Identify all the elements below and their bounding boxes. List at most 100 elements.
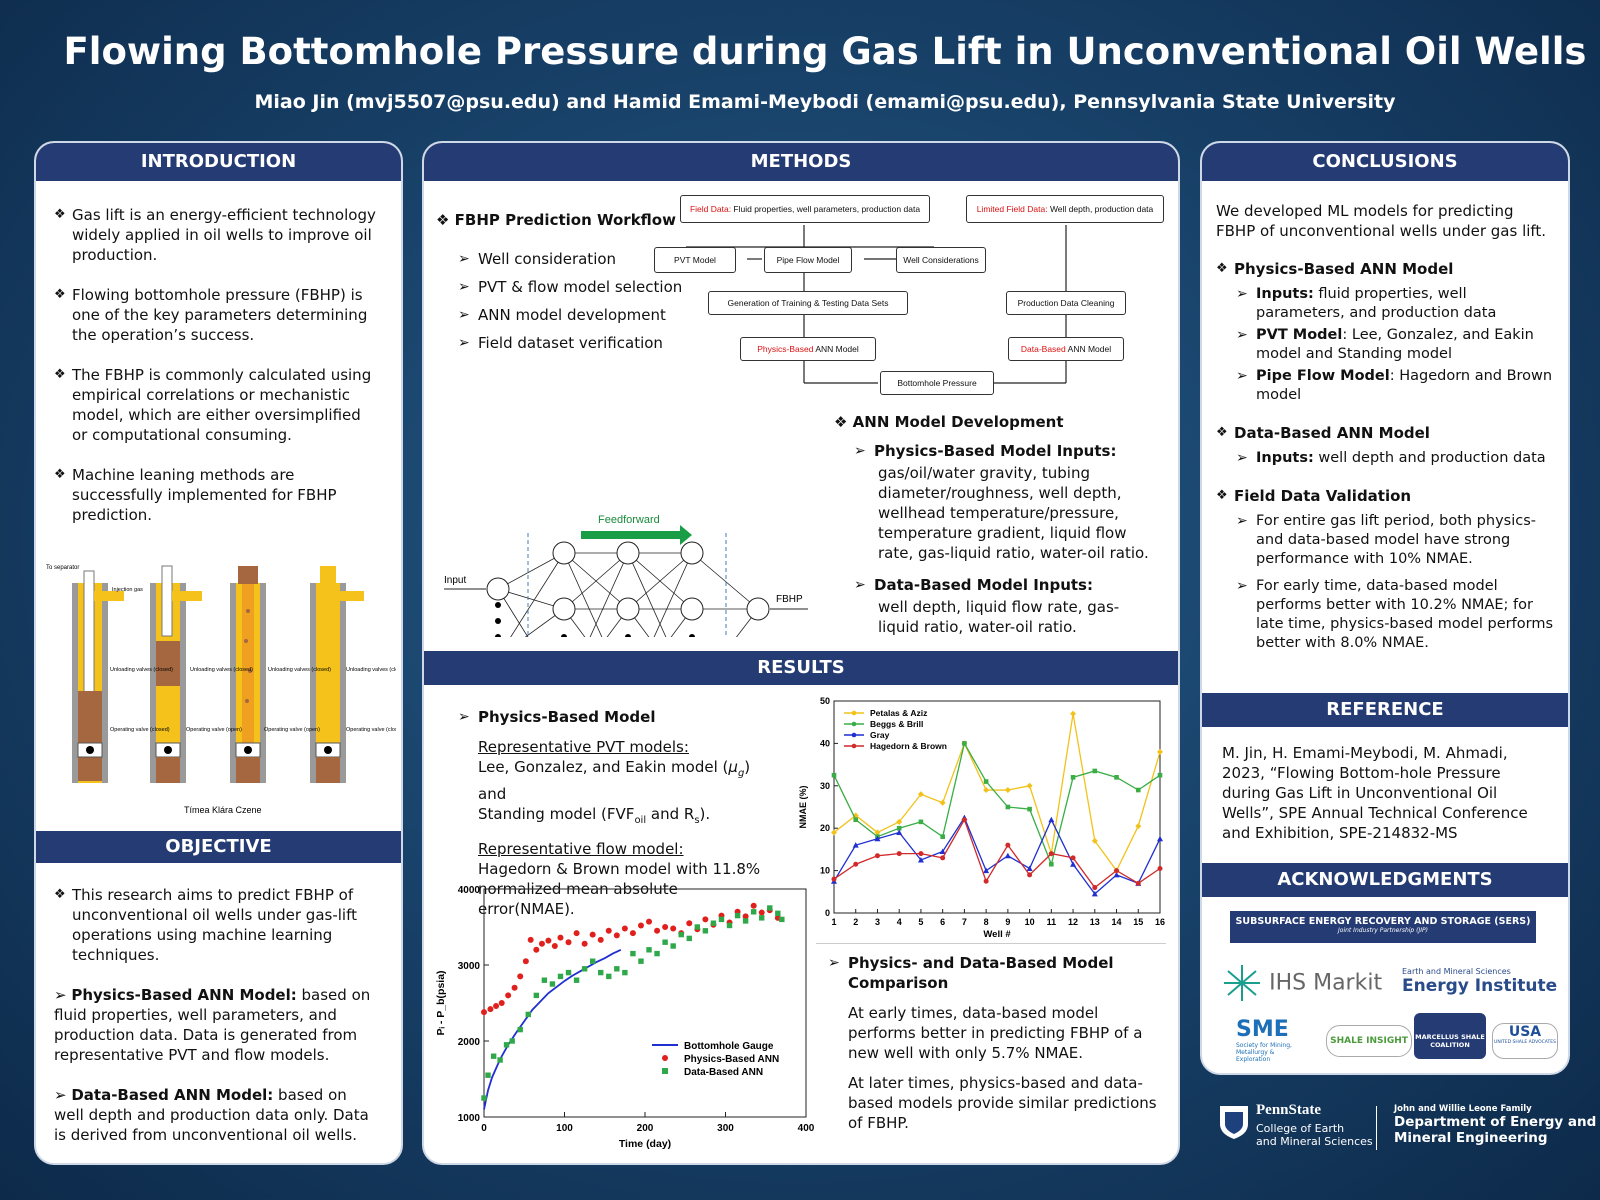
objective-item-text: based on fluid properties, well paramete… <box>54 986 371 1064</box>
reference-text: M. Jin, H. Emami-Meybodi, M. Ahmadi, 202… <box>1222 744 1528 842</box>
pvt-line-1b: ) and <box>478 758 751 803</box>
nn-connection <box>563 608 586 637</box>
pipe-flow-model-box: Pipe Flow Model <box>764 247 852 273</box>
series-marker <box>1091 837 1098 844</box>
data-ann-point <box>481 1095 487 1101</box>
physics-ann-point <box>533 946 540 953</box>
pvt-g: g <box>737 768 745 779</box>
objective-item-physics: ➢ Physics-Based ANN Model: based on flui… <box>54 986 371 1064</box>
series-marker <box>831 876 837 882</box>
nn-connection <box>524 608 565 637</box>
pvt-s: s <box>694 815 700 826</box>
data-ann-point <box>581 966 588 972</box>
data-ann-point <box>775 910 781 917</box>
series-marker <box>962 741 967 746</box>
dept-top: John and Willie Leone Family <box>1394 1104 1532 1114</box>
x-tick-label: 300 <box>717 1123 734 1134</box>
data-ann-point <box>759 915 765 921</box>
pressure-time-chart: 0 100 200 300 400 1000 2000 3000 4000 Time (day) P… <box>435 885 815 1150</box>
conclusions-body: We developed ML models for predicting FB… <box>1216 201 1556 653</box>
legend-label: Bottomhole Gauge <box>684 1041 774 1052</box>
series-marker <box>874 835 881 842</box>
series-marker <box>831 829 837 836</box>
physics-ann-point <box>581 940 588 947</box>
feedforward-label: Feedforward <box>598 514 660 526</box>
data-ann-box: Data-Based ANN Model <box>1008 337 1124 361</box>
legend-label: Beggs & Brill <box>870 719 923 729</box>
comparison-p2: At later times, physics-based and data-b… <box>848 1074 1157 1132</box>
physics-ann-point <box>654 927 661 934</box>
data-ann-point <box>509 1038 515 1044</box>
field-data-box: Field Data: Fluid properties, well param… <box>680 195 930 223</box>
department-logo: John and Willie Leone Family Department … <box>1394 1104 1596 1146</box>
conclusion-item-label: PVT Model <box>1256 327 1343 343</box>
series-marker <box>1157 865 1163 871</box>
series-marker <box>1092 885 1098 891</box>
results-physics-title: Physics-Based Model <box>458 707 778 727</box>
unloading-valves-label: Unloading valves (closed) <box>268 667 331 673</box>
physics-ann-point <box>621 925 628 932</box>
input-label: Input <box>444 575 466 586</box>
series-marker <box>1070 855 1076 861</box>
nn-node <box>552 541 576 565</box>
data-ann-point <box>718 916 725 923</box>
intro-bullet: The FBHP is commonly calculated using em… <box>54 365 379 445</box>
bottomhole-pressure-box: Bottomhole Pressure <box>880 371 994 395</box>
data-ann-point <box>598 969 604 976</box>
x-tick-label: 1 <box>831 917 836 927</box>
workflow-title: ❖ FBHP Prediction Workflow <box>436 211 676 229</box>
physics-ann-point <box>605 927 612 934</box>
data-ann-point <box>750 909 757 915</box>
objective-body: This research aims to predict FBHP of un… <box>54 885 379 1145</box>
objective-item-data: ➢ Data-Based ANN Model: based on well de… <box>54 1086 369 1144</box>
x-tick-label: 100 <box>556 1123 573 1134</box>
physics-ann-point <box>702 916 709 923</box>
physics-ann-point <box>493 1003 500 1010</box>
series-marker <box>1092 768 1098 774</box>
figure-credit: Tímea Klára Czene <box>184 805 262 815</box>
y-tick-label: 40 <box>820 738 830 748</box>
methods-results-panel: METHODS ❖ FBHP Prediction Workflow Well … <box>422 141 1180 1165</box>
series-marker <box>1114 868 1120 874</box>
x-tick-label: 12 <box>1068 917 1078 927</box>
nn-connection <box>606 608 629 637</box>
sme-logo: SME Society for Mining, Metallurgy & Exp… <box>1236 1017 1306 1063</box>
data-ann-point <box>670 943 676 949</box>
x-tick-label: 3 <box>875 917 880 927</box>
legend-label: Physics-Based ANN <box>684 1054 779 1065</box>
series-marker <box>983 779 989 784</box>
poster-authors: Miao Jin (mvj5507@psu.edu) and Hamid Ema… <box>254 91 1396 113</box>
conclusion-item-label: Pipe Flow Model <box>1256 368 1390 384</box>
data-ann-point <box>497 1057 503 1063</box>
plot-frame <box>483 888 807 1118</box>
physics-ann-text: ANN Model <box>813 344 859 354</box>
x-tick-label: 5 <box>918 917 923 927</box>
physics-ann-point <box>629 930 636 937</box>
data-ann-point <box>734 912 741 919</box>
nn-connection <box>497 552 565 590</box>
x-tick-label: 200 <box>637 1123 654 1134</box>
y-axis-label: NMAE (%) <box>798 786 808 829</box>
series-marker <box>1157 835 1163 842</box>
physics-ann-point <box>481 1009 487 1016</box>
series-marker <box>918 851 924 857</box>
nn-ellipsis-dot <box>495 602 501 608</box>
series-marker <box>831 772 837 778</box>
output-label: FBHP <box>776 594 803 605</box>
x-axis-label: Well # <box>983 929 1011 939</box>
conclusion-item: For early time, data-based model perform… <box>1236 577 1556 653</box>
physics-ann-point <box>505 992 512 999</box>
series-marker <box>983 867 990 874</box>
flow-model-title: Representative flow model: <box>478 840 684 858</box>
physics-ann-point <box>646 918 653 925</box>
physics-ann-point <box>538 940 545 947</box>
y-tick-label: 3000 <box>458 961 481 972</box>
data-ann-point <box>662 939 668 945</box>
conclusion-section-title: Physics-Based ANN Model <box>1216 259 1556 279</box>
physics-ann-box: Physics-Based ANN Model <box>740 337 876 361</box>
nn-connections <box>497 552 759 637</box>
workflow-title-text: FBHP Prediction Workflow <box>454 211 676 229</box>
y-tick-label: 4000 <box>458 885 481 896</box>
series-marker <box>1070 775 1076 780</box>
energy-institute-text: Energy Institute <box>1402 976 1558 996</box>
